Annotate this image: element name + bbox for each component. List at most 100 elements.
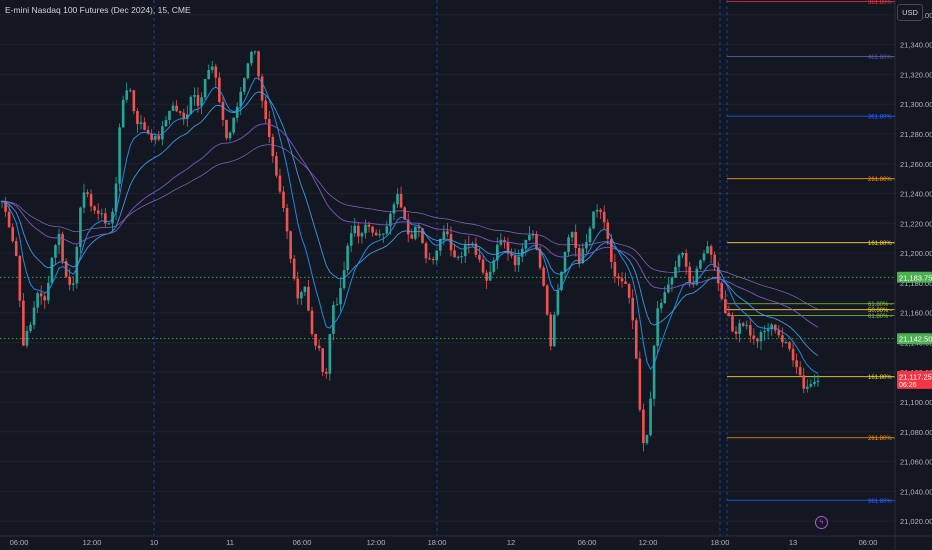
candle-body — [406, 219, 410, 235]
candle-body — [481, 259, 485, 273]
x-tick-label: 12 — [507, 538, 515, 547]
price-label-box — [897, 370, 932, 389]
y-tick-label: 21,220.00 — [900, 219, 932, 228]
candle-body — [324, 371, 328, 374]
candle-body — [560, 271, 563, 291]
candle-body — [399, 193, 403, 208]
candle-body — [93, 206, 96, 211]
candle-body — [766, 329, 770, 332]
y-tick-label: 21,160.00 — [900, 309, 932, 318]
candle-body — [816, 380, 820, 382]
candle-body — [289, 231, 292, 259]
time-axis[interactable]: 06:00 12:00 10 11 06:00 12:00 18:00 12 06:00 12:0… — [0, 535, 932, 547]
candle-body — [463, 244, 467, 257]
candle-body — [688, 266, 692, 283]
y-tick-label: 21,060.00 — [900, 458, 932, 467]
lightning-icon[interactable]: ϟ — [815, 516, 828, 529]
candle-body — [602, 211, 606, 223]
candle-body — [143, 122, 146, 130]
candle-body — [267, 119, 271, 137]
candle-body — [107, 223, 111, 225]
candle-body — [264, 100, 267, 120]
candle-body — [549, 314, 553, 347]
candle-body — [82, 192, 86, 208]
price-label-text: 21,183.75 — [899, 273, 932, 282]
candle-body — [716, 267, 720, 284]
horizontal-levels — [0, 276, 895, 340]
candle-body — [79, 207, 82, 247]
candle-body — [474, 243, 478, 255]
x-tick-label: 12:00 — [639, 538, 658, 547]
candle-body — [513, 255, 517, 266]
candle-body — [724, 299, 727, 314]
candle-body — [86, 192, 89, 195]
x-tick-label: 12:00 — [83, 538, 102, 547]
candle-body — [510, 253, 513, 256]
x-tick-label: 18:00 — [711, 538, 730, 547]
y-tick-label: 21,100.00 — [900, 398, 932, 407]
candle-body — [178, 111, 182, 113]
fib-level-label: 50.00% - — [868, 308, 892, 314]
candle-body — [656, 308, 659, 346]
candle-body — [18, 255, 22, 301]
x-tick-label: 12:00 — [367, 538, 386, 547]
candle-body — [424, 243, 428, 259]
candle-body — [563, 251, 567, 272]
candle-body — [175, 105, 178, 112]
x-tick-label: 18:00 — [428, 538, 447, 547]
y-tick-label: 21,020.00 — [900, 517, 932, 526]
chart-title: E-mini Nasdaq 100 Futures (Dec 2024), 15… — [5, 5, 191, 15]
candle-body — [681, 252, 684, 256]
candle-body — [389, 213, 392, 227]
candle-body — [71, 283, 75, 285]
candle-body — [788, 342, 791, 349]
candle-body — [599, 209, 602, 212]
candle-body — [706, 246, 709, 254]
candle-body — [200, 97, 203, 106]
candle-body — [677, 255, 681, 267]
y-tick-label: 21,260.00 — [900, 160, 932, 169]
moving-average-line — [1, 123, 819, 328]
candle-body — [396, 193, 399, 205]
candle-body — [588, 228, 592, 243]
fib-level-label: 461.80% - — [868, 55, 895, 61]
fib-level-label: 261.80% - — [868, 436, 895, 442]
candle-body — [146, 129, 150, 134]
candle-body — [228, 132, 232, 139]
currency-button[interactable]: USD — [897, 4, 923, 21]
candle-body — [649, 398, 652, 436]
candle-body — [670, 277, 674, 285]
candle-body — [11, 227, 14, 242]
candle-body — [61, 233, 64, 262]
candle-body — [617, 276, 620, 279]
candle-body — [542, 267, 545, 286]
candle-body — [659, 303, 663, 309]
candle-body — [627, 283, 631, 298]
candle-body — [278, 175, 282, 192]
candle-body — [257, 51, 260, 77]
candle-body — [153, 136, 157, 140]
candle-body — [243, 78, 246, 92]
candle-body — [374, 232, 378, 236]
candle-body — [111, 211, 114, 224]
candle-body — [346, 245, 349, 271]
candle-body — [118, 127, 121, 184]
y-tick-label: 21,180.00 — [900, 279, 932, 288]
candle-body — [57, 233, 61, 246]
candle-body — [499, 239, 503, 245]
candle-body — [798, 367, 802, 376]
candle-body — [453, 250, 456, 258]
candle-body — [378, 234, 382, 236]
x-tick-label: 13 — [789, 538, 797, 547]
candle-body — [531, 234, 535, 236]
candle-body — [759, 332, 763, 342]
candle-body — [624, 281, 627, 284]
candle-body — [25, 330, 29, 346]
price-label-countdown: 06:26 — [899, 382, 917, 389]
candle-body — [488, 271, 492, 281]
candle-body — [296, 278, 300, 299]
x-tick-label: 06:00 — [293, 538, 312, 547]
